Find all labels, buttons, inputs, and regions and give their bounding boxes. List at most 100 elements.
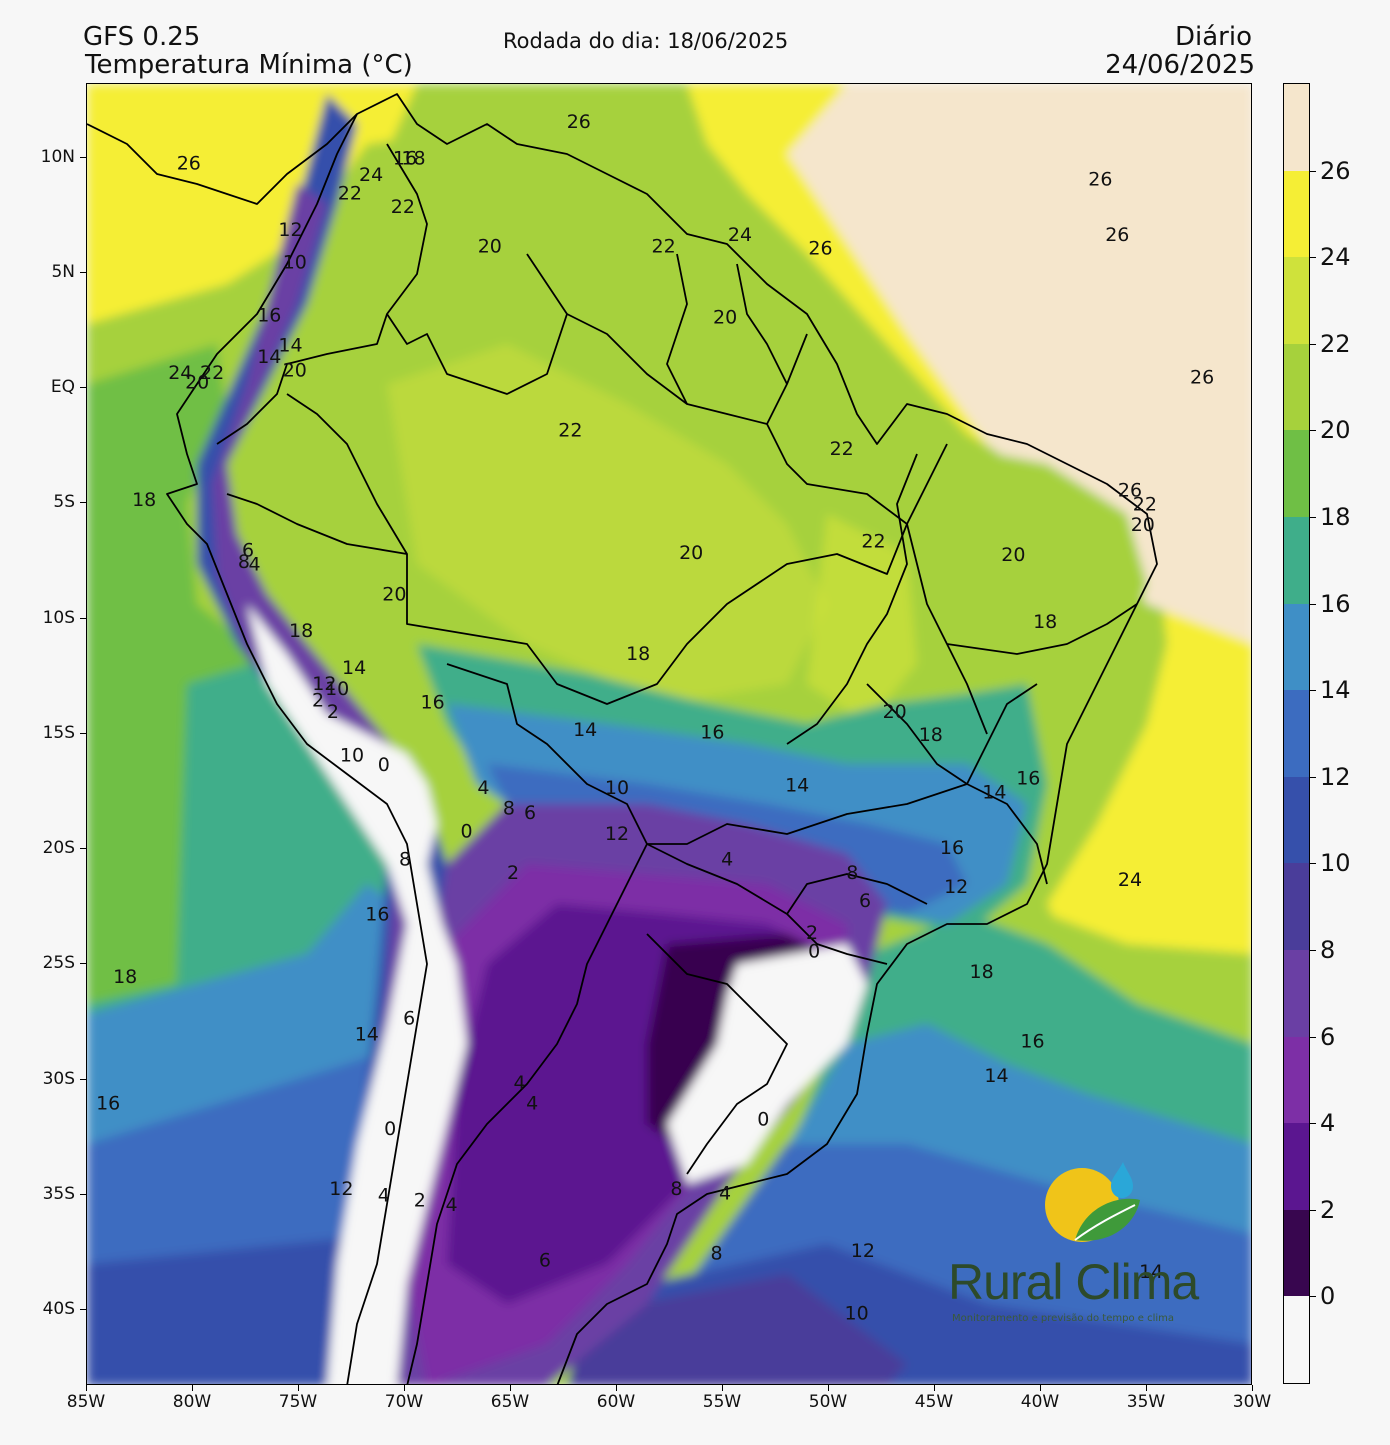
contour-label: 20 bbox=[883, 701, 907, 723]
y-tick-mark bbox=[80, 617, 86, 619]
contour-label: 14 bbox=[982, 782, 1006, 804]
contour-label: 0 bbox=[384, 1118, 396, 1140]
contour-label: 4 bbox=[378, 1185, 390, 1207]
colorbar-segment bbox=[1284, 84, 1309, 172]
contour-label: 18 bbox=[1033, 611, 1057, 633]
colorbar-tick bbox=[1310, 776, 1316, 778]
contour-label: 22 bbox=[200, 362, 224, 384]
contour-label: 4 bbox=[719, 1182, 731, 1204]
contour-label: 4 bbox=[477, 777, 489, 799]
contour-label: 4 bbox=[446, 1194, 458, 1216]
contour-label: 14 bbox=[355, 1023, 379, 1045]
y-tick-mark bbox=[80, 1078, 86, 1080]
contour-label: 12 bbox=[851, 1240, 875, 1262]
x-tick-label: 45W bbox=[914, 1392, 954, 1412]
contour-label: 24 bbox=[1118, 869, 1142, 891]
y-tick-label: 10S bbox=[42, 607, 75, 628]
contour-label: 16 bbox=[257, 304, 281, 326]
colorbar-label: 16 bbox=[1320, 589, 1351, 618]
contour-label: 22 bbox=[391, 196, 415, 218]
colorbar-segment bbox=[1284, 257, 1309, 345]
contour-label: 12 bbox=[605, 823, 629, 845]
x-tick-label: 30W bbox=[1232, 1392, 1272, 1412]
contour-label: 18 bbox=[401, 148, 425, 170]
colorbar-label: 18 bbox=[1320, 503, 1351, 531]
contour-label: 16 bbox=[1016, 768, 1040, 790]
contour-label: 0 bbox=[378, 754, 390, 776]
contour-label: 6 bbox=[539, 1249, 551, 1271]
logo-wordmark: Rural Clima bbox=[948, 1254, 1199, 1310]
contour-label: 8 bbox=[711, 1242, 723, 1264]
y-tick-mark bbox=[80, 732, 86, 734]
map-panel[interactable]: 26 26 16 18 24 22 22 12 10 20 22 24 26 26 26 20 16 14 14 20… bbox=[86, 83, 1252, 1385]
contour-label: 20 bbox=[185, 371, 209, 393]
y-tick-label: 35S bbox=[42, 1183, 75, 1204]
contour-label: 26 bbox=[808, 238, 832, 260]
x-tick-label: 55W bbox=[702, 1392, 742, 1412]
contour-label: 22 bbox=[830, 438, 854, 460]
contour-label: 4 bbox=[721, 848, 733, 870]
x-tick-label: 40W bbox=[1020, 1392, 1060, 1412]
y-tick-label: EQ bbox=[50, 377, 75, 398]
contour-label: 22 bbox=[1133, 493, 1157, 515]
colorbar-label: 22 bbox=[1320, 329, 1351, 358]
colorbar-label: 26 bbox=[1320, 156, 1351, 185]
colorbar-label: 8 bbox=[1320, 936, 1336, 964]
contour-label: 16 bbox=[96, 1093, 120, 1115]
contour-label: 24 bbox=[728, 224, 752, 246]
y-tick-label: 5S bbox=[53, 492, 75, 513]
y-tick-mark bbox=[80, 1193, 86, 1195]
colorbar-segment bbox=[1284, 776, 1309, 864]
x-tick-mark bbox=[86, 1385, 87, 1391]
contour-label: 18 bbox=[113, 966, 137, 988]
colorbar-tick bbox=[1310, 430, 1316, 432]
colorbar-tick bbox=[1310, 1036, 1316, 1038]
colorbar-label: 12 bbox=[1320, 762, 1351, 791]
y-tick-label: 30S bbox=[42, 1068, 75, 1089]
colorbar-label: 14 bbox=[1320, 676, 1351, 705]
colorbar-label: 0 bbox=[1320, 1282, 1336, 1311]
contour-label: 18 bbox=[626, 643, 650, 665]
contour-label: 26 bbox=[567, 111, 591, 133]
y-tick-mark bbox=[80, 502, 86, 504]
contour-label: 10 bbox=[283, 251, 307, 273]
colorbar-segment bbox=[1284, 1036, 1309, 1124]
contour-label: 18 bbox=[289, 620, 313, 642]
x-tick-mark bbox=[1040, 1385, 1041, 1391]
x-tick-mark bbox=[828, 1385, 829, 1391]
contour-label: 6 bbox=[859, 890, 871, 912]
contour-label: 0 bbox=[460, 821, 472, 843]
x-tick-label: 50W bbox=[808, 1392, 848, 1412]
contour-label: 16 bbox=[393, 148, 417, 170]
contour-label: 24 bbox=[359, 164, 383, 186]
contour-label: 8 bbox=[399, 848, 411, 870]
colorbar-segment bbox=[1284, 430, 1309, 518]
y-tick-mark bbox=[80, 963, 86, 965]
colorbar-segment bbox=[1284, 517, 1309, 605]
run-date: Rodada do dia: 18/06/2025 bbox=[503, 29, 789, 53]
contour-label: 20 bbox=[283, 360, 307, 382]
y-tick-mark bbox=[80, 387, 86, 389]
colorbar-segment bbox=[1284, 690, 1309, 778]
contour-label: 14 bbox=[785, 775, 809, 797]
contour-label: 16 bbox=[365, 904, 389, 926]
contour-label: 4 bbox=[513, 1072, 525, 1094]
contour-label: 18 bbox=[970, 961, 994, 983]
y-tick-label: 5N bbox=[51, 261, 75, 282]
contour-label: 14 bbox=[257, 346, 281, 368]
y-tick-label: 25S bbox=[42, 953, 75, 974]
x-tick-mark bbox=[1146, 1385, 1147, 1391]
colorbar-label: 24 bbox=[1320, 243, 1351, 272]
contour-label: 6 bbox=[403, 1007, 415, 1029]
contour-label: 12 bbox=[329, 1178, 353, 1200]
x-tick-label: 35W bbox=[1126, 1392, 1166, 1412]
colorbar-tick bbox=[1310, 1209, 1316, 1211]
contour-label: 10 bbox=[845, 1302, 869, 1324]
y-tick-mark bbox=[80, 848, 86, 850]
y-tick-label: 40S bbox=[42, 1298, 75, 1319]
colorbar-segment bbox=[1284, 343, 1309, 431]
colorbar-tick bbox=[1310, 603, 1316, 605]
contour-label: 14 bbox=[984, 1065, 1008, 1087]
contour-label: 20 bbox=[679, 542, 703, 564]
contour-label: 0 bbox=[757, 1109, 769, 1131]
